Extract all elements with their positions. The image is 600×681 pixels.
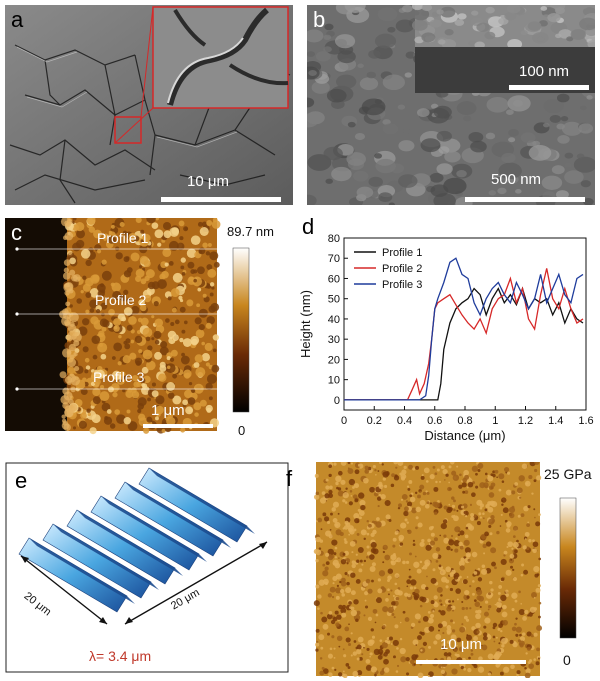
colorbar-f-min: 0: [563, 652, 571, 668]
y-tick-label: 40: [328, 314, 340, 326]
scale-text-a: 10 μm: [187, 173, 229, 190]
x-tick-label: 0.8: [457, 415, 472, 427]
scale-text-f: 10 μm: [440, 636, 482, 653]
plot-frame: [343, 237, 587, 411]
series-line-1: [344, 286, 584, 401]
panel-f: f 10 μm 25 GPa 0: [286, 462, 600, 678]
x-tick-label: 1.6: [578, 415, 593, 427]
y-tick-label: 50: [328, 294, 340, 306]
wavelength-label: λ= 3.4 μm: [89, 648, 152, 664]
afm-image-c: [5, 218, 250, 435]
scale-bar-a: [161, 197, 281, 202]
colorbar-c: [232, 247, 250, 413]
x-tick-label: 1.4: [548, 415, 563, 427]
colorbar-f: [559, 497, 577, 639]
height-profile-chart: 0 0.2 0.4 0.6 0.8 1 1.2 1.4 1.6 0 10 20 30 40 50 60 70 80…: [298, 233, 594, 443]
colorbar-c-max: 89.7 nm: [227, 224, 274, 239]
y-tick-label: 30: [328, 334, 340, 346]
sem-image-b-svg: [307, 5, 595, 205]
panel-a: a 10 μm: [5, 5, 293, 205]
sem-image-b: [307, 5, 595, 205]
panel-label-d: d: [302, 214, 315, 239]
3d-topography-e: [5, 462, 289, 673]
y-tick-label: 10: [328, 375, 340, 387]
profile-label-2: Profile 2: [95, 292, 147, 308]
legend-label-3: Profile 3: [382, 279, 422, 291]
x-tick-label: 1: [492, 415, 498, 427]
x-tick-label: 0.2: [367, 415, 382, 427]
legend-label-1: Profile 1: [382, 247, 422, 259]
series-line-2: [344, 268, 584, 401]
sem-image-a: [5, 5, 293, 205]
sem-b-inset-texture: [411, 5, 595, 50]
y-tick-label: 0: [334, 395, 340, 407]
panel-label-f: f: [286, 466, 293, 491]
modulus-map-f: [313, 462, 577, 678]
y-tick-label: 60: [328, 273, 340, 285]
panel-label-b: b: [313, 7, 326, 32]
panel-label-e: e: [15, 468, 28, 493]
scale-text-c: 1 μm: [151, 402, 185, 419]
colorbar-f-max: 25 GPa: [544, 466, 592, 482]
x-tick-label: 0.6: [427, 415, 442, 427]
legend-label-2: Profile 2: [382, 263, 422, 275]
panel-d: d 0 0.2 0.4 0.6 0.8 1 1.2 1.4 1.6 0 10 20 30 40 50 60 70…: [296, 212, 600, 452]
y-tick-label: 20: [328, 354, 340, 366]
x-axis-label: Distance (μm): [424, 428, 505, 443]
x-tick-label: 1.2: [518, 415, 533, 427]
panel-e: e 20 μm 20 μm λ= 3.4 μm: [5, 462, 290, 674]
x-tick-label: 0: [341, 415, 347, 427]
y-tick-label: 70: [328, 253, 340, 265]
y-axis-label: Height (nm): [298, 290, 313, 358]
scale-bar-b-inset: [509, 85, 589, 90]
panel-label-c: c: [11, 220, 22, 245]
scale-bar-b: [465, 197, 585, 202]
y-tick-label: 80: [328, 233, 340, 245]
panel-label-a: a: [11, 7, 24, 32]
profile-label-3: Profile 3: [93, 369, 145, 385]
scale-bar-c: [143, 424, 213, 428]
x-tick-label: 0.4: [397, 415, 412, 427]
colorbar-c-min: 0: [238, 423, 246, 438]
scale-bar-f: [416, 660, 526, 664]
sem-image-a-svg: [5, 5, 293, 205]
scale-text-b: 500 nm: [491, 171, 542, 188]
panel-c: c Profile 1 Profile 2 Profile 3 1 μm 89.…: [5, 218, 295, 443]
panel-b: b 100 nm 500 nm: [307, 5, 595, 205]
scale-text-b-inset: 100 nm: [519, 63, 570, 80]
series-line-3: [344, 257, 584, 401]
profile-label-1: Profile 1: [97, 230, 149, 246]
